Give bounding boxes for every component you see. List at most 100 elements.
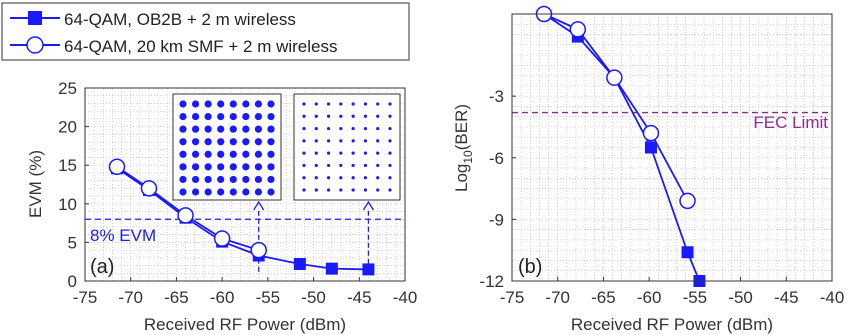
data-point-circle bbox=[213, 230, 231, 247]
constellation-point bbox=[376, 163, 380, 168]
constellation-point bbox=[267, 188, 275, 196]
constellation-point bbox=[254, 188, 263, 196]
x-tick-label: -60 bbox=[210, 288, 235, 307]
constellation-point bbox=[191, 188, 200, 196]
constellation-point bbox=[217, 125, 225, 133]
constellation-point bbox=[302, 163, 306, 168]
constellation-point bbox=[339, 188, 343, 192]
constellation-point bbox=[217, 163, 225, 171]
x-axis-label-b: Received RF Power (dBm) bbox=[571, 315, 773, 334]
constellation-point bbox=[217, 112, 225, 121]
constellation-point bbox=[302, 139, 306, 143]
constellation-point bbox=[254, 138, 263, 146]
y-tick-label: 25 bbox=[58, 79, 77, 98]
constellation-point bbox=[254, 175, 263, 184]
constellation-point bbox=[242, 125, 250, 133]
constellation-point bbox=[204, 112, 212, 121]
threshold-a: 8% EVM bbox=[85, 218, 405, 245]
constellation-point bbox=[339, 114, 343, 118]
constellation-point bbox=[376, 176, 380, 180]
constellation-point bbox=[204, 100, 212, 108]
constellation-point bbox=[191, 150, 200, 158]
constellation-point bbox=[242, 163, 250, 171]
constellation-point bbox=[179, 175, 187, 184]
legend-item-ob2b: 64-QAM, OB2B + 2 m wireless bbox=[10, 10, 296, 29]
inset-arrow-head bbox=[362, 200, 374, 211]
data-point-circle bbox=[679, 192, 696, 210]
series-a bbox=[108, 158, 375, 276]
inset-arrow-head bbox=[253, 200, 265, 211]
legend-label-ob2b: 64-QAM, OB2B + 2 m wireless bbox=[64, 10, 296, 29]
plot-frame-a bbox=[84, 87, 406, 282]
constellation-point bbox=[254, 150, 263, 158]
constellation-point bbox=[242, 150, 250, 158]
constellation-point bbox=[302, 102, 306, 106]
constellation-point bbox=[363, 126, 368, 131]
fec-limit-label: FEC Limit bbox=[753, 113, 828, 132]
series-b bbox=[535, 5, 706, 287]
data-point-circle bbox=[140, 180, 158, 197]
constellation-point bbox=[302, 126, 306, 131]
constellation-point bbox=[351, 151, 355, 155]
x-tick-label: -65 bbox=[164, 288, 189, 307]
constellation-inset bbox=[172, 93, 282, 201]
panel-label-a: (a) bbox=[90, 256, 114, 278]
constellation-point bbox=[388, 163, 392, 168]
legend-box bbox=[1, 2, 410, 61]
constellation-point bbox=[363, 102, 368, 106]
y-axis-label-b-sub: 10 bbox=[461, 150, 475, 164]
x-tick-label: -50 bbox=[301, 288, 326, 307]
constellation-point bbox=[229, 163, 237, 171]
constellation-point bbox=[302, 151, 306, 155]
panel-a: 8% EVM -75 -70 -65 -60 -55 -50 -45 -40 0 5 10 15 20… bbox=[26, 79, 417, 334]
data-point-circle bbox=[108, 158, 126, 175]
constellation-point bbox=[314, 176, 318, 180]
y-tick-label: 5 bbox=[68, 233, 77, 252]
x-tick-label: -55 bbox=[683, 288, 708, 307]
constellation-point bbox=[339, 126, 343, 131]
constellation-point bbox=[314, 102, 318, 106]
y-tick-label: 10 bbox=[58, 195, 77, 214]
constellation-point bbox=[217, 150, 225, 158]
constellation-point bbox=[388, 176, 392, 180]
constellation-point bbox=[204, 125, 212, 133]
constellation-point bbox=[388, 188, 392, 192]
x-tick-label: -70 bbox=[118, 288, 143, 307]
constellation-point bbox=[339, 176, 343, 180]
constellation-point bbox=[302, 176, 306, 180]
legend-circle-marker bbox=[26, 36, 44, 54]
constellation-point bbox=[204, 150, 212, 158]
constellation-point bbox=[326, 163, 331, 168]
y-ticks-a: 0 5 10 15 20 25 bbox=[58, 79, 89, 291]
constellation-point bbox=[363, 151, 368, 155]
constellation-point bbox=[229, 138, 237, 146]
x-tick-label: -75 bbox=[500, 288, 525, 307]
data-point-square bbox=[293, 258, 306, 271]
data-point-circle bbox=[642, 124, 660, 142]
constellation-point bbox=[191, 125, 200, 133]
constellation-point bbox=[326, 151, 331, 155]
panel-b: FEC Limit -75 -70 -65 -60 -55 -50 -45 -40 -3-6-… bbox=[452, 5, 844, 334]
constellation-point bbox=[179, 125, 187, 133]
constellation-point bbox=[314, 114, 318, 118]
constellation-point bbox=[363, 176, 368, 180]
constellation-point bbox=[229, 125, 237, 133]
constellation-point bbox=[388, 126, 392, 131]
constellation-point bbox=[326, 114, 331, 118]
constellation-point bbox=[351, 163, 355, 168]
threshold-b: FEC Limit bbox=[512, 111, 832, 132]
y-tick-label: -6 bbox=[489, 149, 504, 168]
constellation-point bbox=[191, 100, 200, 108]
y-tick-label: 0 bbox=[68, 272, 77, 291]
constellation-point bbox=[204, 175, 212, 184]
constellation-point bbox=[179, 112, 187, 121]
constellation-point bbox=[267, 112, 275, 121]
constellation-point bbox=[339, 163, 343, 168]
y-axis-label-b-tail: (BER) bbox=[452, 104, 471, 150]
constellation-point bbox=[351, 114, 355, 118]
legend-square-marker bbox=[28, 11, 42, 25]
x-tick-label: -45 bbox=[347, 288, 372, 307]
constellation-point bbox=[254, 125, 263, 133]
constellation-point bbox=[363, 139, 368, 143]
